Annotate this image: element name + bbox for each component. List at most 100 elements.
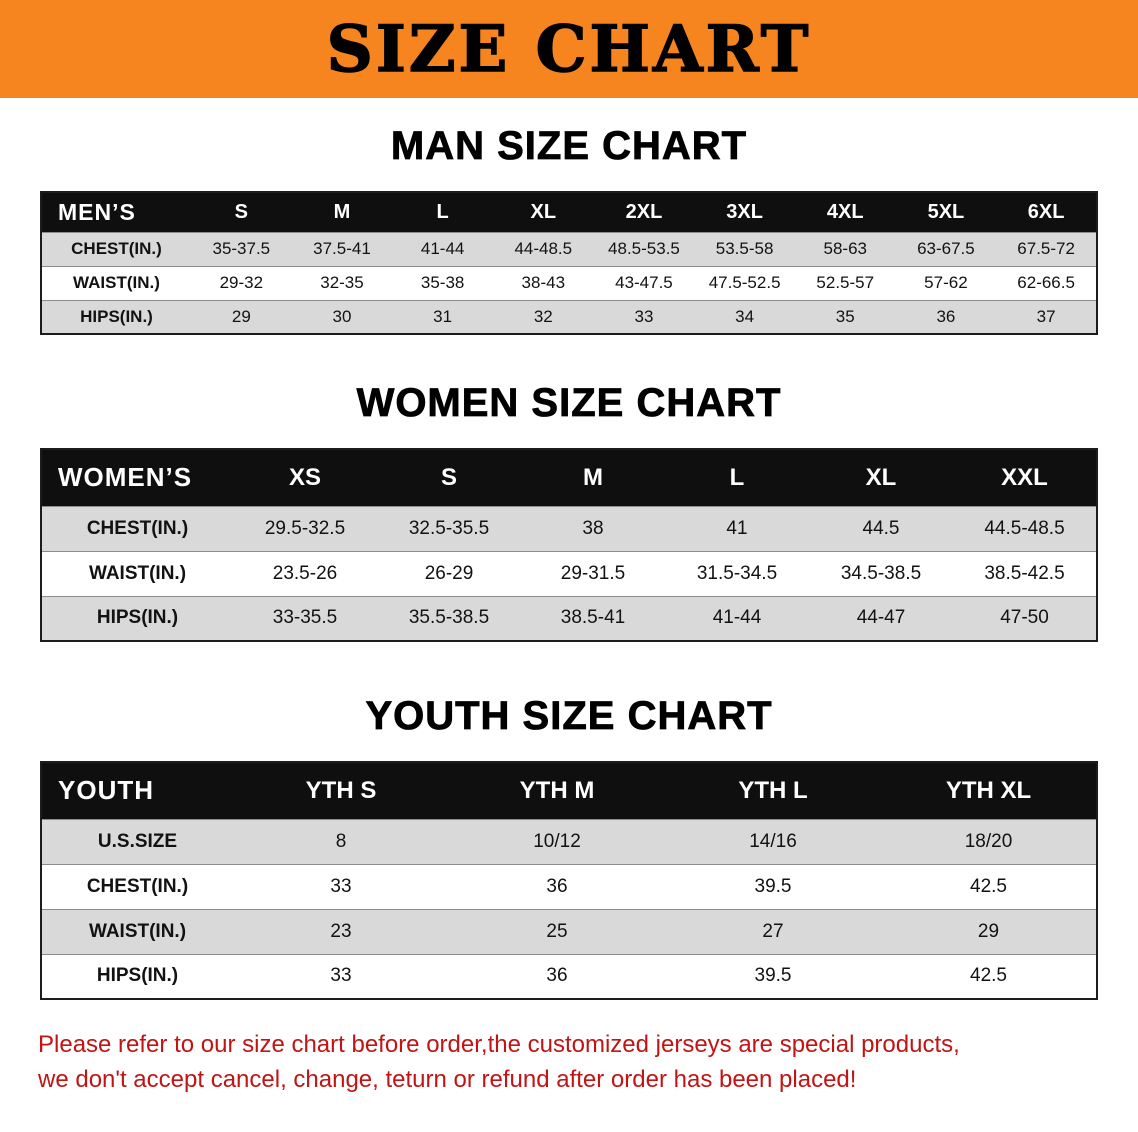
size-value: 44.5-48.5: [984, 517, 1065, 539]
size-value: 33: [330, 965, 352, 987]
row-label: HIPS(IN.): [80, 306, 153, 326]
size-value: 52.5-57: [816, 273, 875, 292]
size-value: 33: [634, 306, 654, 326]
size-value: 23: [330, 920, 352, 942]
size-value: 36: [546, 965, 568, 987]
row-label: WAIST(IN.): [88, 920, 187, 942]
size-value: 32: [533, 306, 553, 326]
size-value: 67.5-72: [1017, 239, 1075, 258]
size-value: 30: [332, 306, 352, 326]
table-header-row: YOUTH YTH S YTH M YTH L YTH XL: [41, 762, 1097, 819]
youth-section-heading: YOUTH SIZE CHART: [365, 694, 773, 739]
footer-note-line-2: we don't accept cancel, change, teturn o…: [38, 1065, 857, 1093]
size-value: 34: [735, 306, 755, 326]
size-column-header: XXL: [953, 449, 1097, 506]
size-column-header: 3XL: [694, 192, 795, 232]
size-value: 33-35.5: [272, 607, 338, 629]
women-size-section: WOMEN SIZE CHART WOMEN’S XS S M L XL XXL CHEST(…: [0, 381, 1138, 642]
size-value: 44.5: [862, 517, 900, 539]
footer-note: Please refer to our size chart before or…: [38, 1028, 1138, 1098]
size-value: 36: [936, 306, 956, 326]
table-corner-label: YOUTH: [41, 762, 233, 819]
youth-size-section: YOUTH SIZE CHART YOUTH YTH S YTH M YTH L YTH…: [0, 694, 1138, 1000]
measurement-row: CHEST(IN.) 33 36 39.5 42.5: [41, 864, 1097, 909]
size-value: 48.5-53.5: [608, 239, 680, 258]
size-value: 38: [582, 517, 604, 539]
size-value: 38.5-41: [560, 607, 626, 629]
men-section-heading: MAN SIZE CHART: [390, 124, 748, 169]
size-column-header: YTH M: [449, 762, 665, 819]
footer-note-line-1: Please refer to our size chart before or…: [38, 1031, 960, 1058]
size-value: 31: [433, 306, 453, 326]
size-value: 29-31.5: [560, 562, 626, 584]
size-value: 41-44: [420, 239, 465, 258]
youth-size-table: YOUTH YTH S YTH M YTH L YTH XL U.S.SIZE 8 10/12…: [40, 761, 1098, 1000]
size-value: 34.5-38.5: [840, 562, 922, 584]
row-label: U.S.SIZE: [97, 830, 178, 852]
size-column-header: XL: [809, 449, 953, 506]
row-label: CHEST(IN.): [86, 875, 189, 897]
table-header-row: MEN’S S M L XL 2XL 3XL 4XL 5XL 6XL: [41, 192, 1097, 232]
size-value: 39.5: [754, 965, 792, 987]
size-column-header: L: [392, 192, 493, 232]
size-value: 38.5-42.5: [984, 562, 1065, 584]
measurement-row: WAIST(IN.) 29-32 32-35 35-38 38-43 43-47.5 47.…: [41, 266, 1097, 300]
measurement-row: HIPS(IN.) 33 36 39.5 42.5: [41, 954, 1097, 999]
size-value: 35-37.5: [212, 239, 271, 258]
size-value: 62-66.5: [1017, 273, 1075, 292]
size-value: 10/12: [533, 830, 581, 852]
size-value: 26-29: [424, 562, 474, 584]
men-size-section: MAN SIZE CHART MEN’S S M L XL 2XL 3XL 4XL 5XL 6XL…: [0, 124, 1138, 335]
men-size-table: MEN’S S M L XL 2XL 3XL 4XL 5XL 6XL CHEST(IN.) 35-37…: [40, 191, 1098, 335]
women-section-heading: WOMEN SIZE CHART: [356, 381, 782, 426]
size-chart-page: SIZE CHART MAN SIZE CHART MEN’S S M L XL 2XL 3…: [0, 0, 1138, 1098]
size-value: 35.5-38.5: [408, 607, 490, 629]
measurement-row: U.S.SIZE 8 10/12 14/16 18/20: [41, 819, 1097, 864]
size-value: 41: [726, 517, 748, 539]
size-value: 33: [330, 875, 352, 897]
size-value: 23.5-26: [272, 562, 338, 584]
size-column-header: XS: [233, 449, 377, 506]
size-value: 63-67.5: [917, 239, 975, 258]
page-title: SIZE CHART: [326, 11, 812, 88]
table-header-row: WOMEN’S XS S M L XL XXL: [41, 449, 1097, 506]
size-value: 29-32: [219, 273, 264, 292]
size-column-header: 5XL: [895, 192, 997, 232]
size-value: 44-48.5: [514, 239, 573, 258]
row-label: WAIST(IN.): [88, 562, 187, 584]
size-value: 44-47: [856, 607, 906, 629]
size-value: 31.5-34.5: [696, 562, 778, 584]
size-value: 18/20: [964, 830, 1013, 852]
size-value: 29: [977, 920, 1000, 942]
size-value: 43-47.5: [615, 273, 673, 292]
measurement-row: WAIST(IN.) 23 25 27 29: [41, 909, 1097, 954]
size-value: 36: [546, 875, 568, 897]
women-size-table: WOMEN’S XS S M L XL XXL CHEST(IN.) 29.5-32.5 32.5…: [40, 448, 1098, 642]
size-value: 53.5-58: [715, 239, 774, 258]
size-value: 27: [762, 920, 784, 942]
size-value: 35: [835, 306, 855, 326]
size-value: 42.5: [970, 875, 1007, 897]
measurement-row: WAIST(IN.) 23.5-26 26-29 29-31.5 31.5-34.5 34…: [41, 551, 1097, 596]
title-banner: SIZE CHART: [0, 0, 1138, 98]
size-value: 37: [1036, 306, 1056, 326]
size-value: 37.5-41: [313, 239, 371, 258]
size-column-header: 4XL: [794, 192, 896, 232]
size-value: 8: [335, 830, 347, 852]
size-column-header: YTH S: [233, 762, 449, 819]
size-column-header: 6XL: [996, 192, 1097, 232]
size-value: 32-35: [320, 273, 364, 292]
size-column-header: YTH L: [665, 762, 881, 819]
size-column-header: XL: [492, 192, 594, 232]
size-column-header: S: [191, 192, 292, 232]
measurement-row: CHEST(IN.) 35-37.5 37.5-41 41-44 44-48.5 48.5…: [41, 232, 1097, 266]
measurement-row: HIPS(IN.) 33-35.5 35.5-38.5 38.5-41 41-44 44-…: [41, 596, 1097, 641]
measurement-row: HIPS(IN.) 29 30 31 32 33 34 35 36 37: [41, 300, 1097, 334]
size-value: 41-44: [712, 607, 762, 629]
measurement-row: CHEST(IN.) 29.5-32.5 32.5-35.5 38 41 44.5 44.5…: [41, 506, 1097, 551]
size-column-header: 2XL: [593, 192, 695, 232]
table-corner-label: MEN’S: [41, 192, 191, 232]
size-value: 29: [231, 306, 251, 326]
size-column-header: M: [521, 449, 665, 506]
row-label: WAIST(IN.): [73, 273, 160, 292]
